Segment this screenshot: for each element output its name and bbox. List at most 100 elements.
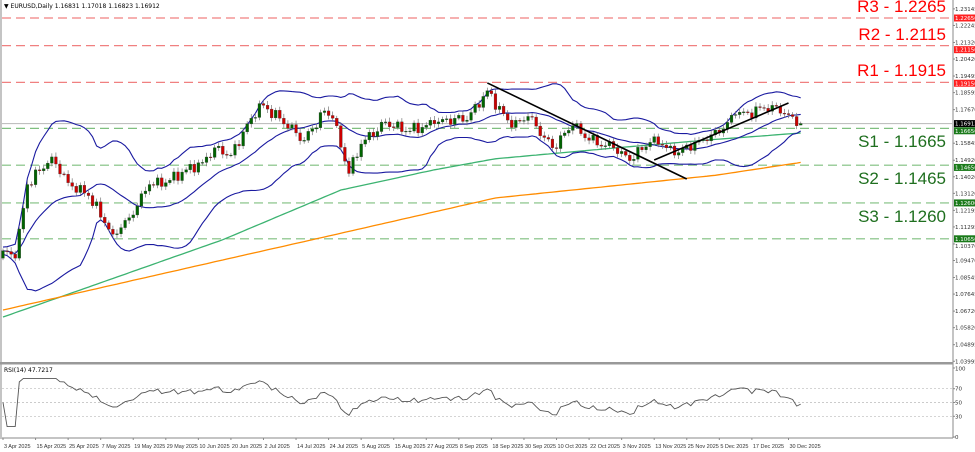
bear-candle [689,144,693,151]
bull-candle [188,164,192,170]
bull-candle [310,128,314,132]
bull-candle [677,152,681,156]
price-tick-label: 1.07645 [955,292,975,298]
price-tag-extra [954,235,975,243]
date-tick-label: 3 Nov 2025 [623,444,651,450]
bear-candle [335,118,339,126]
bull-candle [213,147,217,158]
ohlc-high: 1.17018 [81,3,107,10]
rsi-tick-label: 70 [955,387,962,393]
bear-candle [554,147,559,149]
bear-candle [550,138,554,148]
bull-candle [359,143,363,158]
bull-candle [799,123,803,126]
date-tick-label: 15 Apr 2025 [37,444,67,450]
price-tag-S1 [954,127,975,135]
level-label-R3: R3 - 1.2265 [857,0,946,16]
bear-candle [477,104,481,108]
bull-candle [445,118,449,120]
bear-candle [762,107,766,109]
bull-candle [217,146,221,148]
bear-candle [416,122,420,134]
ma-orange-line [2,161,801,311]
bear-candle [86,192,91,196]
bear-candle [343,147,347,162]
price-tag-R2-text: 1.21150 [955,48,975,54]
bull-candle [465,119,469,122]
current-price-tag-text: 1.16912 [955,122,975,128]
price-tag-R1 [954,79,975,87]
date-tick-label: 29 May 2025 [167,444,198,450]
rsi-tick-label: 100 [955,366,966,372]
bull-candle [196,162,200,173]
bull-candle [428,120,432,126]
bull-candle [367,132,371,141]
price-tick-label: 1.21320 [955,40,975,46]
candles [1,87,803,262]
bull-candle [497,106,502,110]
bear-candle [400,121,404,132]
date-tick-label: 14 Jul 2025 [297,444,325,450]
price-tick-label: 1.23145 [955,7,975,13]
bear-candle [510,119,514,128]
bull-candle [200,162,204,164]
rsi-panel: 100 70 50 30 0 [2,366,966,441]
rsi-header: RSI(14) 47.7217 [4,367,53,374]
bull-candle [591,135,595,141]
bear-candle [371,132,375,137]
bear-candle [152,184,156,186]
trendline-2[interactable] [653,102,789,161]
bull-candle [127,217,131,221]
bear-candle [107,222,111,230]
bull-candle [441,119,445,123]
current-price-tag [954,120,975,128]
bull-candle [245,123,249,133]
bear-candle [599,144,603,147]
price-tick-label: 1.15845 [955,141,975,147]
bear-candle [786,113,791,115]
bear-candle [628,155,632,161]
bull-candle [290,124,294,129]
bear-candle [542,135,546,138]
bull-candle [78,185,82,193]
date-tick-label: 3 Apr 2025 [4,444,31,450]
ma-green-line [2,132,801,318]
price-tag-R3-text: 1.22650 [955,16,975,22]
bull-candle [147,184,152,192]
bear-candle [624,151,628,156]
rsi-tick-label: 0 [955,435,959,441]
bear-candle [392,126,396,128]
bear-candle [660,144,664,146]
price-tick-label: 1.04895 [955,343,975,349]
bull-candle [302,140,306,142]
bear-candle [518,120,522,122]
bear-candle [461,115,465,122]
bull-candle [404,131,408,133]
bear-candle [286,123,290,129]
bear-candle [746,111,750,113]
rsi-line [2,377,801,428]
bear-candle [432,120,436,124]
date-tick-label: 5 Aug 2025 [362,444,390,450]
level-label-S1: S1 - 1.1665 [858,132,946,152]
bear-candle [782,113,786,115]
bull-candle [563,132,567,136]
price-tag-S2-text: 1.14650 [955,165,975,171]
bull-candle [396,121,400,128]
trendline-1[interactable] [486,82,688,180]
price-tick-label: 1.10370 [955,244,975,250]
bear-candle [750,112,754,119]
panel-separator [0,362,953,365]
date-tick-label: 19 May 2025 [134,444,165,450]
bear-candle [265,105,270,110]
bull-candle [184,169,188,173]
collapse-triangle-icon[interactable]: ▼ [4,3,9,10]
bear-candle [538,125,542,136]
bull-candle [738,112,742,115]
price-tick-label: 1.14920 [955,158,975,164]
date-tick-label: 30 Dec 2025 [790,444,821,450]
trendlines[interactable] [486,82,789,180]
bear-candle [298,132,302,141]
bull-candle [1,250,5,259]
bull-candle [384,121,388,123]
